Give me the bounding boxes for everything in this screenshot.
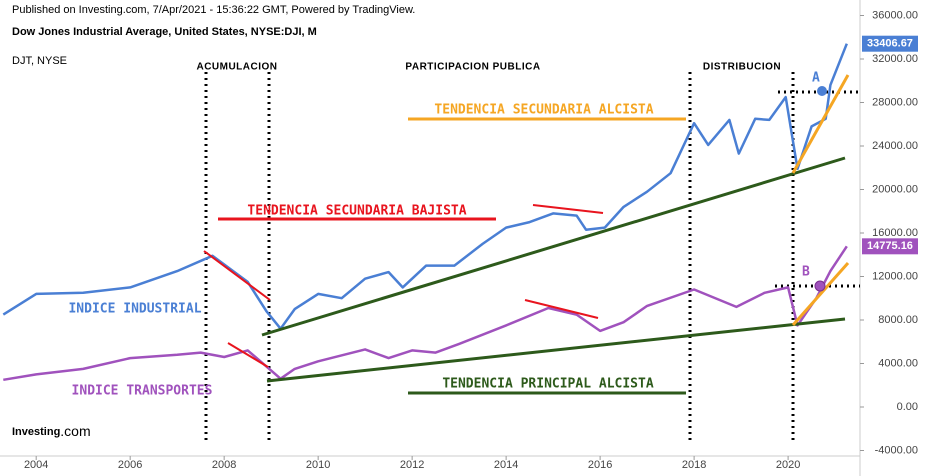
phase-label: DISTRIBUCION [703,62,781,73]
series-line [2,43,848,330]
subtitle: DJT, NYSE [12,55,67,67]
x-tick-label: 2014 [494,459,518,471]
x-tick-label: 2020 [776,459,800,471]
phase-label: PARTICIPACION PUBLICA [405,62,540,73]
y-tick-label: 20000.00 [872,183,918,195]
trend-lines [203,74,850,395]
y-tick-label: 0.00 [897,401,918,413]
annotation: TENDENCIA SECUNDARIA ALCISTA [434,103,653,118]
x-tick-label: 2010 [306,459,330,471]
series-line [3,245,848,382]
point-marker [814,280,826,292]
point-label: A [812,71,820,86]
x-tick-label: 2008 [212,459,236,471]
y-tick-label: 36000.00 [872,9,918,21]
point-label: B [802,265,810,280]
x-tick-label: 2018 [682,459,706,471]
point-marker [817,86,827,96]
phase-label: ACUMULACION [196,62,277,73]
x-tick-label: 2016 [588,459,612,471]
x-tick-label: 2004 [24,459,48,471]
y-tick-label: 24000.00 [872,140,918,152]
y-tick-label: 12000.00 [872,270,918,282]
last-value-label: 33406.67 [867,38,913,50]
chart-title: Dow Jones Industrial Average, United Sta… [12,26,317,38]
last-value-label: 14775.16 [867,240,913,252]
header: Published on Investing.com, 7/Apr/2021 -… [12,4,415,16]
series-label: INDICE INDUSTRIAL [68,302,201,317]
annotation: TENDENCIA PRINCIPAL ALCISTA [442,377,653,392]
logo-suffix: .com [60,423,90,439]
annotation: TENDENCIA SECUNDARIA BAJISTA [247,204,466,219]
last-value-box [862,238,918,255]
series-label: INDICE TRANSPORTES [72,384,213,399]
y-tick-label: 28000.00 [872,96,918,108]
y-tick-label: 4000.00 [878,357,918,369]
logo-main: Investing [12,426,60,438]
logo: Investing.com [12,423,91,439]
y-tick-label: 32000.00 [872,53,918,65]
x-tick-label: 2012 [400,459,424,471]
x-tick-label: 2006 [118,459,142,471]
y-tick-label: -4000.00 [875,444,918,456]
y-tick-label: 8000.00 [878,314,918,326]
y-tick-label: 16000.00 [872,227,918,239]
last-value-box [862,35,918,52]
